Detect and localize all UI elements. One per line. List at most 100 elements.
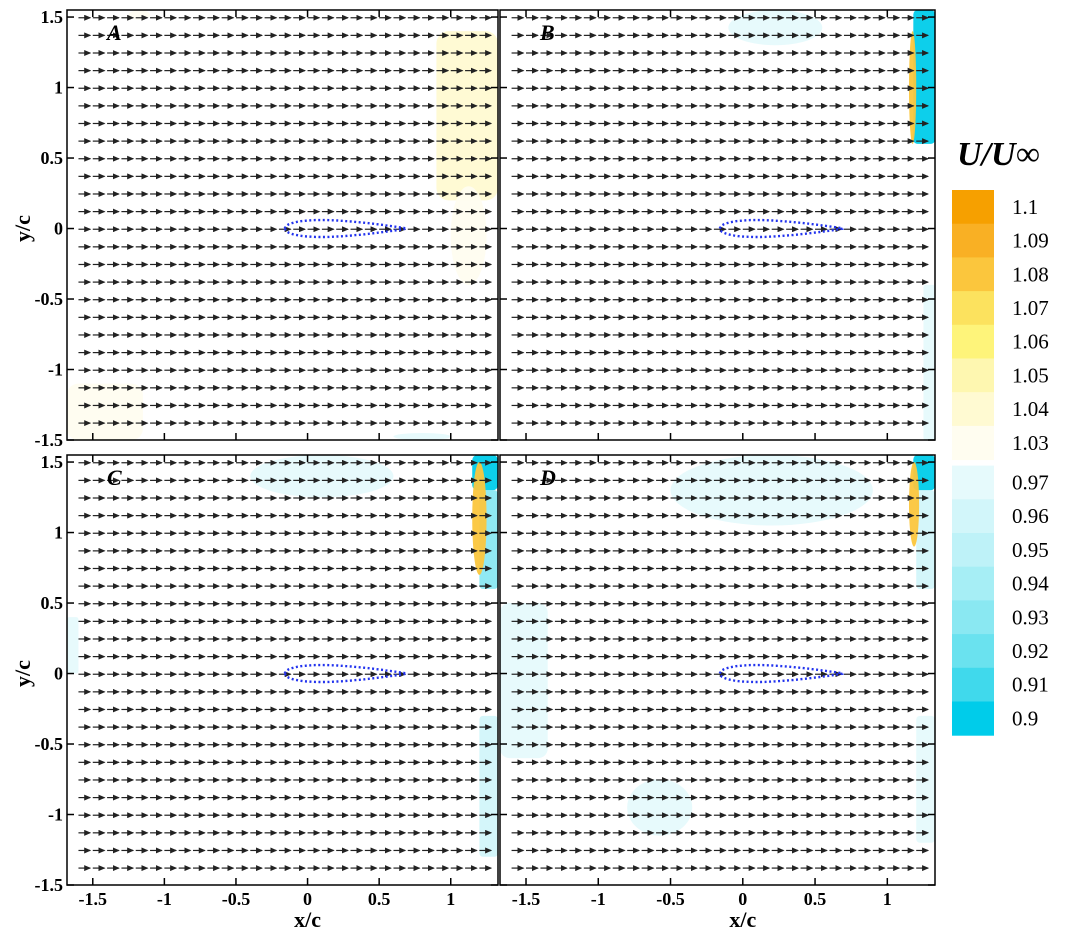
colorbar-swatch — [952, 425, 994, 461]
x-tick-label: 0.5 — [368, 889, 391, 909]
panel-label: A — [105, 20, 122, 45]
colorbar-swatch — [952, 701, 994, 736]
colorbar-tick-label: 0.95 — [1012, 538, 1049, 562]
panel-background — [67, 455, 498, 885]
contour-patch — [472, 462, 487, 575]
panel-frame — [66, 454, 499, 886]
x-axis-label: x/c — [294, 907, 321, 932]
colorbar-tick-label: 1.03 — [1012, 431, 1049, 455]
colorbar-swatch — [952, 566, 994, 601]
x-tick-label: 1 — [446, 889, 455, 909]
contour-patch — [128, 10, 151, 20]
y-axis-label: y/c — [10, 215, 35, 242]
y-tick-label: -0.5 — [35, 289, 64, 309]
panel-frame — [499, 454, 936, 886]
colorbar-swatch — [952, 667, 994, 702]
panel-frame — [499, 9, 936, 441]
colorbar-tick-label: 1.04 — [1012, 397, 1049, 421]
colorbar-tick-label: 1.08 — [1012, 262, 1049, 286]
y-tick-label: -0.5 — [35, 734, 64, 754]
y-tick-label: 0 — [54, 664, 63, 684]
velocity-vectors — [511, 459, 930, 872]
contour-patch — [500, 603, 548, 759]
panel-background — [500, 10, 935, 440]
airfoil-outline — [718, 663, 844, 684]
colorbar-swatch — [952, 358, 994, 393]
y-axis-label: y/c — [10, 660, 35, 687]
panel-background — [67, 10, 498, 440]
contour-patch — [908, 31, 917, 144]
y-tick-label: 1 — [54, 523, 63, 543]
panel-label: C — [107, 465, 122, 490]
y-tick-label: -1 — [48, 805, 63, 825]
colorbar-swatch — [952, 634, 994, 669]
contour-patch — [923, 284, 935, 440]
velocity-vectors — [511, 14, 930, 427]
panel-b: B — [499, 9, 936, 441]
contour-patch — [450, 186, 487, 285]
contour-patch — [908, 462, 920, 547]
y-tick-label: -1 — [48, 360, 63, 380]
x-tick-label: -1 — [157, 889, 172, 909]
velocity-vectors — [78, 14, 493, 427]
colorbar-tick-label: 1.06 — [1012, 330, 1049, 354]
contour-patch — [436, 31, 498, 201]
colorbar-swatch — [952, 600, 994, 635]
y-tick-label: 1.5 — [41, 452, 64, 472]
colorbar-swatch — [952, 291, 994, 326]
x-tick-label: 1 — [883, 889, 892, 909]
colorbar-tick-label: 0.9 — [1012, 706, 1038, 730]
contour-patch — [627, 779, 693, 836]
colorbar-tick-label: 1.1 — [1012, 195, 1038, 219]
contour-patch — [67, 383, 143, 440]
panel-label: D — [539, 465, 556, 490]
colorbar-tick-label: 0.96 — [1012, 504, 1049, 528]
x-tick-label: -1.5 — [79, 889, 108, 909]
y-tick-label: 1.5 — [41, 7, 64, 27]
colorbar-swatch — [952, 533, 994, 568]
contour-patches — [500, 455, 935, 843]
y-tick-label: -1.5 — [35, 875, 64, 895]
colorbar: U/U∞ 1.1 1.09 1.08 1.07 1.06 1.05 1.04 1.03 0.97 0… — [952, 136, 1049, 736]
contour-patch — [67, 617, 79, 674]
contour-patch — [479, 715, 498, 857]
colorbar-swatch — [952, 392, 994, 427]
colorbar-swatch — [952, 223, 994, 258]
velocity-vectors — [78, 459, 493, 872]
panel-frame — [66, 9, 499, 441]
x-tick-label: 0.5 — [804, 889, 827, 909]
x-tick-label: 0 — [738, 889, 747, 909]
y-tick-label: -1.5 — [35, 430, 64, 450]
y-tick-label: 0 — [54, 219, 63, 239]
colorbar-tick-label: 1.09 — [1012, 229, 1049, 253]
contour-patch — [916, 715, 935, 843]
contour-patch — [916, 490, 935, 589]
panel-a: -1.5 -1 -0.5 0 0.5 1 1.5 Ay/c — [10, 7, 499, 450]
y-tick-label: 0.5 — [41, 593, 64, 613]
x-tick-label: 0 — [303, 889, 312, 909]
contour-patch — [913, 455, 935, 491]
colorbar-swatch — [952, 257, 994, 292]
contour-patch — [393, 432, 451, 440]
y-tick-label: 0.5 — [41, 148, 64, 168]
x-tick-label: -1 — [591, 889, 606, 909]
colorbar-swatch — [952, 465, 994, 500]
contour-patch — [250, 455, 394, 498]
colorbar-swatch — [952, 324, 994, 359]
colorbar-swatch — [952, 499, 994, 534]
panel-background — [500, 455, 935, 885]
x-tick-label: -1.5 — [512, 889, 541, 909]
panel-c: -1.5 -1 -0.5 0 0.5 1 -1.5 -1 -0.5 0 0.5 1 1.5 Cx/c y/c — [10, 452, 499, 932]
y-tick-label: 1 — [54, 78, 63, 98]
panel-label: B — [539, 20, 555, 45]
colorbar-tick-label: 1.07 — [1012, 296, 1049, 320]
x-axis-label: x/c — [729, 907, 756, 932]
x-tick-label: -0.5 — [222, 889, 251, 909]
colorbar-swatch — [952, 190, 994, 225]
colorbar-tick-label: 0.93 — [1012, 605, 1049, 629]
colorbar-title: U/U∞ — [957, 136, 1040, 173]
colorbar-tick-label: 0.94 — [1012, 572, 1049, 596]
contour-patch — [913, 10, 935, 144]
airfoil-outline — [718, 218, 844, 239]
